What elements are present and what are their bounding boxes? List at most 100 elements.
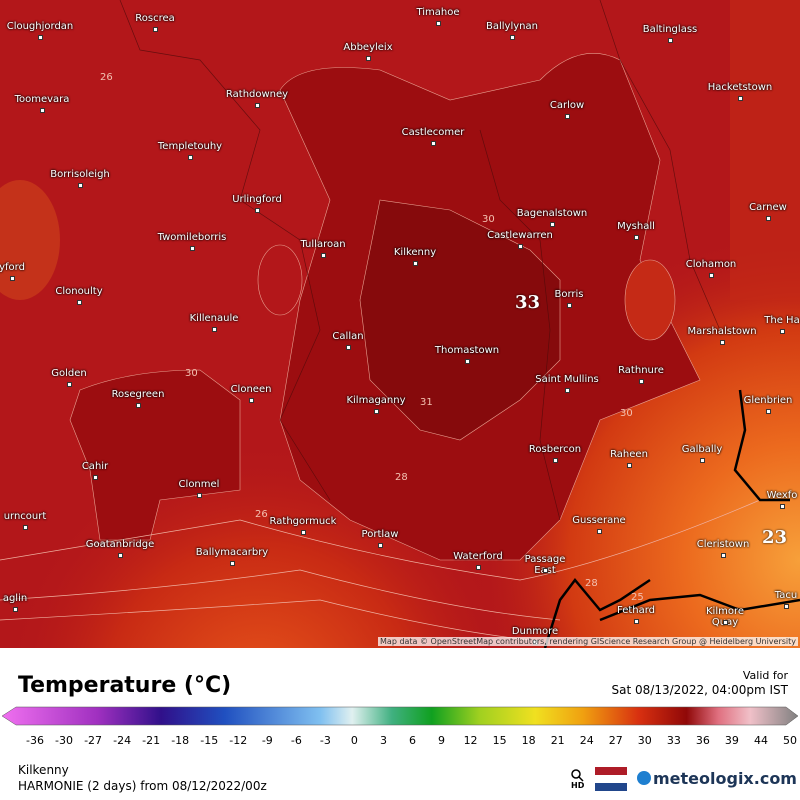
place-dot	[720, 340, 725, 345]
place-dot	[766, 216, 771, 221]
place-label: urncourt	[3, 511, 47, 522]
legend-tick-label: 3	[379, 734, 387, 747]
place-dot	[431, 141, 436, 146]
legend-tick-label: 36	[695, 734, 710, 747]
place-dot	[13, 607, 18, 612]
place-label: Portlaw	[361, 529, 399, 540]
place-label: Cloughjordan	[6, 21, 74, 32]
place-dot	[518, 244, 523, 249]
contour-value: 33	[515, 292, 541, 313]
contour-label: 26	[255, 509, 268, 520]
place-label: Hacketstown	[707, 82, 773, 93]
contour-value: 23	[762, 527, 788, 548]
place-label: The Ha	[764, 315, 800, 326]
legend-tick-label: 18	[521, 734, 536, 747]
contour-label: 30	[620, 408, 633, 419]
hd-label[interactable]: HD	[571, 781, 585, 790]
legend-tick-label: 0	[350, 734, 358, 747]
place-dot	[301, 530, 306, 535]
place-dot	[190, 246, 195, 251]
place-label: Roscrea	[135, 13, 175, 24]
place-dot	[738, 96, 743, 101]
map: Roscrea Cloughjordan Timahoe Ballylynan Balt…	[0, 0, 800, 648]
place-label: Rosbercon	[528, 444, 582, 455]
place-label: Galbally	[681, 444, 723, 455]
place-label: Cleristown	[696, 539, 750, 550]
place-label: Cahir	[81, 461, 109, 472]
legend-tick-label: -6	[290, 734, 302, 747]
place-dot	[465, 359, 470, 364]
flag[interactable]	[595, 767, 627, 791]
place-dot	[188, 155, 193, 160]
place-dot	[321, 253, 326, 258]
legend-tick-label: 12	[463, 734, 478, 747]
contour-label: 28	[585, 578, 598, 589]
place-label: Kilkenny	[393, 247, 437, 258]
legend-tick-label: 30	[637, 734, 652, 747]
place-dot	[550, 222, 555, 227]
place-dot	[93, 475, 98, 480]
place-dot	[565, 388, 570, 393]
legend-tick-label: 9	[438, 734, 446, 747]
place-label: Castlecomer	[401, 127, 465, 138]
place-label: Marshalstown	[687, 326, 757, 337]
place-dot	[249, 398, 254, 403]
place-label: Myshall	[617, 221, 655, 232]
place-dot	[136, 403, 141, 408]
place-label: Glenbrien	[743, 395, 793, 406]
legend-tick-label: 50	[783, 734, 797, 747]
place-dot	[709, 273, 714, 278]
place-label: Castlewarren	[487, 230, 553, 241]
brand[interactable]: meteologix.com	[653, 769, 797, 788]
legend-tick-label: -15	[200, 734, 219, 747]
place-dot	[77, 300, 82, 305]
place-label: Timahoe	[416, 7, 460, 18]
contour-label: 31	[420, 397, 433, 408]
place-label: Callan	[332, 331, 364, 342]
place-dot	[78, 183, 83, 188]
place-label: Baltinglass	[642, 24, 698, 35]
place-dot	[10, 276, 15, 281]
place-dot	[634, 619, 639, 624]
place-dot	[780, 504, 785, 509]
legend-tick-label: 39	[724, 734, 739, 747]
place-dot	[476, 565, 481, 570]
place-dot	[668, 38, 673, 43]
place-dot	[197, 493, 202, 498]
legend-tick-label: 21	[550, 734, 565, 747]
place-label: Dunmore	[511, 626, 559, 637]
place-dot	[255, 103, 260, 108]
place-dot	[510, 35, 515, 40]
legend-tick-label: -30	[55, 734, 74, 747]
place-label: Waterford	[453, 551, 503, 562]
place-label: Fethard	[616, 605, 656, 616]
place-dot	[23, 525, 28, 530]
place-label: Urlingford	[232, 194, 282, 205]
place-dot	[378, 543, 383, 548]
place-label: Abbeyleix	[343, 42, 393, 53]
legend-tick-label: -18	[171, 734, 190, 747]
place-label: Clonoulty	[55, 286, 103, 297]
legend-tick-label: -12	[229, 734, 248, 747]
contour-label: 30	[482, 214, 495, 225]
legend-tick-label: -27	[84, 734, 103, 747]
place-label: Rathdowney	[225, 89, 289, 100]
place-dot	[567, 303, 572, 308]
place-dot	[597, 529, 602, 534]
place-dot	[784, 604, 789, 609]
place-label: Borrisoleigh	[50, 169, 110, 180]
place-label: aglin	[2, 593, 28, 604]
place-label: Carnew	[749, 202, 787, 213]
place-label: Killenaule	[189, 313, 239, 324]
place-label: Ballymacarbry	[195, 547, 269, 558]
place-dot	[780, 329, 785, 334]
place-label: Borris	[554, 289, 584, 300]
place-dot	[413, 261, 418, 266]
place-dot	[366, 56, 371, 61]
place-dot	[634, 235, 639, 240]
valid-label: Valid for	[742, 669, 788, 682]
place-dot	[565, 114, 570, 119]
search-icon[interactable]	[570, 768, 584, 782]
place-dot	[230, 561, 235, 566]
